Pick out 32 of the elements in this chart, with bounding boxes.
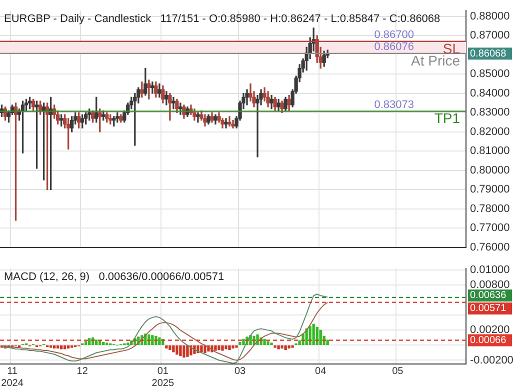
chart-title: EURGBP - Daily - Candlestick 117/151 - O:0.85980 - H:0.86247 - L:0.85847 - C:0.86068	[4, 13, 440, 26]
x-tick-label: 05	[392, 366, 404, 377]
y-tick-label: 0.76000	[470, 241, 510, 254]
y-tick-label: 0.82000	[470, 126, 510, 138]
y-tick-label: 0.84000	[470, 87, 510, 100]
y-tick-label: 0.77000	[470, 222, 510, 234]
y-tick-label: 0.85000	[470, 68, 510, 80]
y-tick-label: 0.88000	[470, 10, 510, 22]
y-tick-label: 0.80000	[470, 164, 510, 176]
annotation: TP1	[434, 110, 460, 126]
y-tick-label: 0.79000	[470, 184, 510, 196]
ref-line-label: 0.00636	[470, 290, 507, 302]
y-tick-label: 0.78000	[470, 202, 510, 215]
ref-line-label: 0.86076	[374, 40, 414, 53]
ref-line-label: 0.00571	[470, 303, 507, 314]
x-tick-label: 01 2025	[152, 366, 174, 389]
x-tick-label: 04	[315, 366, 327, 377]
text: 0.86068	[470, 48, 507, 60]
chart-title: MACD (12, 26, 9) 0.00636/0.00066/0.00571	[4, 271, 224, 284]
x-tick-label: 11 2024	[1, 366, 24, 389]
x-tick-label: 03	[234, 366, 246, 377]
y-tick-label: 0.00800	[470, 279, 510, 292]
y-tick-label: 0.00200	[470, 324, 510, 336]
y-tick-label: 0.87000	[470, 30, 510, 42]
y-tick-label: 0.83000	[470, 106, 510, 119]
y-tick-label: -0.00200	[470, 354, 514, 366]
ref-line-label: 0.00066	[470, 335, 507, 346]
x-tick-label: 12	[76, 366, 88, 377]
ref-line-label: 0.86700	[374, 28, 414, 41]
ref-line-label: 0.83073	[374, 98, 414, 111]
y-tick-label: 0.81000	[470, 145, 510, 158]
y-tick-label: 0.01000	[470, 264, 510, 276]
